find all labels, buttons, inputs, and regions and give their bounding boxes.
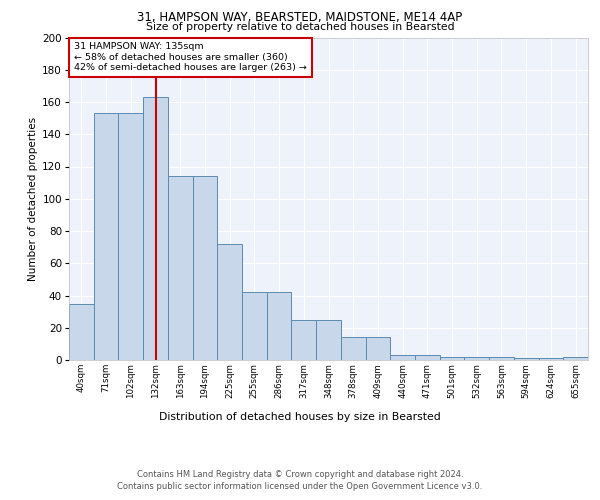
Bar [341,338,365,360]
Bar [69,304,94,360]
Bar [292,320,316,360]
Text: 31, HAMPSON WAY, BEARSTED, MAIDSTONE, ME14 4AP: 31, HAMPSON WAY, BEARSTED, MAIDSTONE, ME… [137,11,463,24]
Bar [563,357,588,360]
Text: 31 HAMPSON WAY: 135sqm
← 58% of detached houses are smaller (360)
42% of semi-de: 31 HAMPSON WAY: 135sqm ← 58% of detached… [74,42,307,72]
Bar [217,244,242,360]
Bar [415,355,440,360]
Bar [143,97,168,360]
Bar [267,292,292,360]
Bar [193,176,217,360]
Bar [94,114,118,360]
Bar [390,355,415,360]
Text: Size of property relative to detached houses in Bearsted: Size of property relative to detached ho… [146,22,454,32]
Bar [440,357,464,360]
Text: Contains public sector information licensed under the Open Government Licence v3: Contains public sector information licen… [118,482,482,491]
Bar [365,338,390,360]
Bar [242,292,267,360]
Y-axis label: Number of detached properties: Number of detached properties [28,116,38,281]
Bar [514,358,539,360]
Text: Contains HM Land Registry data © Crown copyright and database right 2024.: Contains HM Land Registry data © Crown c… [137,470,463,479]
Bar [539,358,563,360]
Bar [464,357,489,360]
Bar [168,176,193,360]
Text: Distribution of detached houses by size in Bearsted: Distribution of detached houses by size … [159,412,441,422]
Bar [316,320,341,360]
Bar [489,357,514,360]
Bar [118,114,143,360]
